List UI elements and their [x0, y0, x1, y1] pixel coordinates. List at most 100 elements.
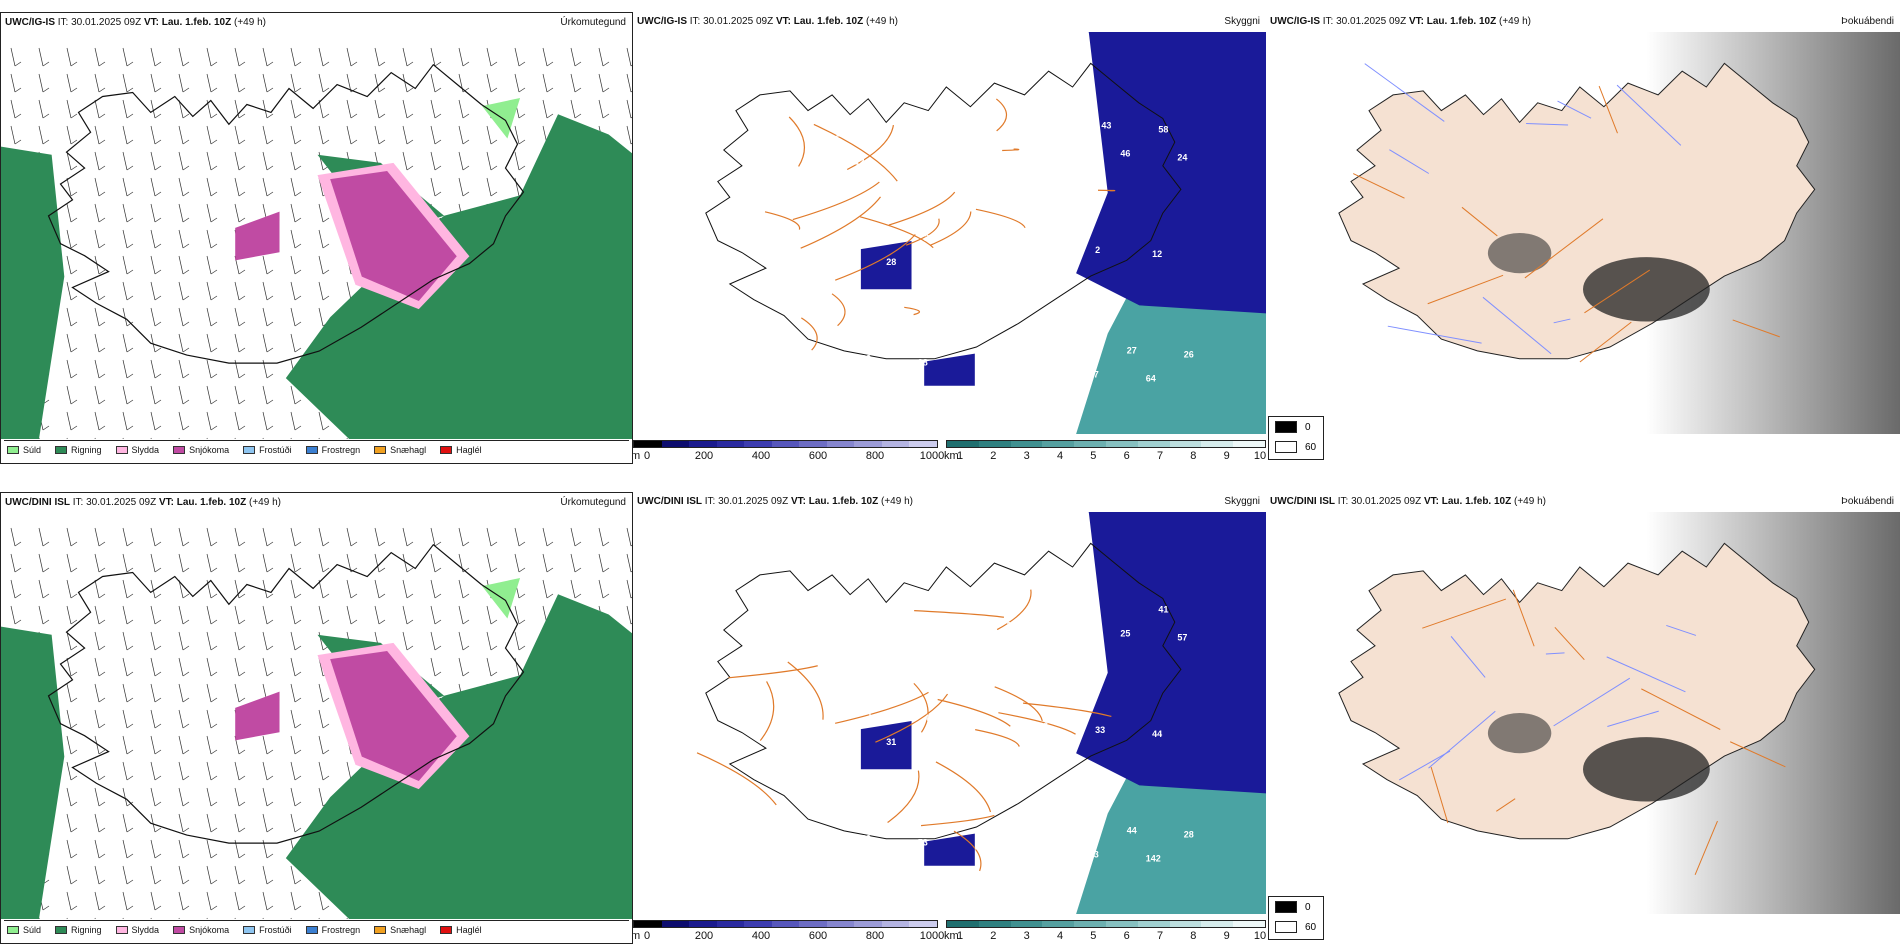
colorbar-height: [633, 440, 938, 448]
precip-panel-row-2: UWC/DINI ISL IT: 30.01.2025 09Z VT: Lau.…: [0, 492, 633, 944]
colorbar-segment: [1042, 441, 1075, 447]
precip-type-legend: Súld Rigning Slydda Snjókoma Frostúði Frostre…: [4, 920, 629, 939]
visibility-label: 28: [950, 617, 960, 627]
lead-time: (+49 h): [1514, 496, 1546, 507]
colorbar-segment: [854, 921, 882, 927]
colorbar-tick: 8: [1190, 450, 1197, 462]
model-name: UWC/DINI ISL: [1270, 496, 1335, 507]
visibility-label: 27: [1127, 346, 1137, 356]
colorbar-segment: [1201, 441, 1234, 447]
visibility-label: 7: [1032, 366, 1037, 376]
fog-legend-label: 0: [1305, 901, 1311, 913]
visibility-label: 64: [1146, 374, 1156, 384]
valid-label: VT:: [1423, 496, 1439, 507]
init-label: IT:: [1337, 496, 1349, 507]
colorbar-segment: [744, 441, 772, 447]
colorbar-tick: 600: [808, 450, 828, 462]
visibility-label: 106: [1057, 269, 1072, 279]
visibility-label: 57: [1177, 633, 1187, 643]
fog-index-legend: 0 60: [1268, 416, 1324, 460]
visibility-label: 41: [1158, 605, 1168, 615]
colorbar-segment: [1137, 441, 1170, 447]
colorbar-segment: [799, 441, 827, 447]
valid-label: VT:: [775, 16, 791, 27]
colorbar-tick: 9: [1223, 930, 1230, 942]
legend-swatch: [243, 446, 256, 454]
legend-item: Snjókoma: [173, 445, 229, 455]
legend-swatch: [305, 446, 318, 454]
legend-swatch: [55, 446, 68, 454]
valid-time: Lau. 1.feb. 10Z: [176, 497, 247, 508]
panel-header: UWC/DINI ISL IT: 30.01.2025 09Z VT: Lau.…: [1, 493, 632, 513]
legend-item: Slydda: [115, 445, 160, 455]
lead-time: (+49 h): [866, 16, 898, 27]
legend-item: Snæhagl: [374, 925, 426, 935]
valid-label: VT:: [158, 497, 174, 508]
colorbar-tick: 400: [751, 930, 771, 942]
legend-label: Slydda: [131, 445, 160, 455]
colorbar-segment: [909, 441, 938, 447]
lead-time: (+49 h): [249, 497, 281, 508]
fog-legend-label: 60: [1305, 441, 1317, 453]
colorbar-segment: [634, 921, 662, 927]
map-area: 132 106 65 64 174 12 37 27 24 7 28 46 32 28 26 28 12 39 62…: [633, 32, 1266, 434]
legend-swatch: [440, 446, 453, 454]
colorbar-tick: 200: [694, 450, 714, 462]
colorbar-segment: [799, 921, 827, 927]
colorbar-segment: [1233, 441, 1265, 447]
visibility-label: 28: [829, 253, 839, 263]
snow-area-west: [235, 211, 280, 261]
legend-item: Frostregn: [305, 925, 360, 935]
panel-header: UWC/IG-IS IT: 30.01.2025 09Z VT: Lau. 1.…: [1266, 12, 1900, 32]
visibility-label: 54: [981, 717, 991, 727]
legend-item: Frostregn: [305, 445, 360, 455]
visibility-label: 46: [1120, 149, 1130, 159]
precip-map: [1, 527, 632, 919]
drizzle-area: [482, 577, 521, 619]
legend-label: Súld: [23, 925, 42, 935]
init-label: IT:: [72, 497, 84, 508]
fog-panel-row-2: UWC/DINI ISL IT: 30.01.2025 09Z VT: Lau.…: [1266, 492, 1900, 944]
colorbar-segment: [947, 441, 979, 447]
model-name: UWC/IG-IS: [5, 17, 55, 28]
colorbar-tick: 200: [694, 930, 714, 942]
visibility-label: 33: [1095, 725, 1105, 735]
visibility-label: 27: [893, 133, 903, 143]
panel-title: Þokuábendi: [1841, 16, 1894, 27]
visibility-label: 26: [1063, 145, 1073, 155]
fog-dark-area: [1583, 737, 1710, 802]
rain-area-east: [285, 594, 632, 919]
visibility-label: 1: [867, 709, 872, 719]
snow-area-west: [235, 691, 280, 741]
colorbar-height: [633, 920, 938, 928]
init-time: 30.01.2025 09Z: [86, 497, 157, 508]
colorbar-segment: [881, 921, 910, 927]
visibility-label: 28: [886, 257, 896, 267]
snow-area-main: [330, 651, 457, 781]
vis-panel-row-1: UWC/IG-IS IT: 30.01.2025 09Z VT: Lau. 1.…: [633, 12, 1266, 464]
visibility-label: 18: [1007, 621, 1017, 631]
colorbar-segment: [947, 921, 979, 927]
legend-item: Frostúði: [243, 925, 292, 935]
legend-label: Snjókoma: [189, 925, 230, 935]
colorbar-unit: km: [944, 450, 959, 462]
low-visibility-south: [924, 833, 975, 866]
colorbar-segment: [978, 441, 1011, 447]
colorbar-tick: 600: [808, 930, 828, 942]
legend-item: Frostúði: [243, 445, 292, 455]
colorbar-unit: km: [944, 930, 959, 942]
legend-label: Snæhagl: [390, 445, 427, 455]
model-name: UWC/DINI ISL: [637, 496, 702, 507]
coastline: [705, 62, 1182, 360]
visibility-label: 39: [1007, 141, 1017, 151]
colorbar-tick: 2: [990, 450, 997, 462]
visibility-label: 62: [861, 354, 871, 364]
colorbar-segment: [661, 441, 690, 447]
model-name: UWC/IG-IS: [1270, 16, 1320, 27]
colorbar-tick: 1000: [919, 930, 945, 942]
legend-item: Súld: [7, 925, 41, 935]
visibility-label: 26: [1038, 721, 1048, 731]
drizzle-area: [482, 97, 521, 139]
legend-swatch: [115, 446, 128, 454]
legend-label: Slydda: [131, 925, 160, 935]
